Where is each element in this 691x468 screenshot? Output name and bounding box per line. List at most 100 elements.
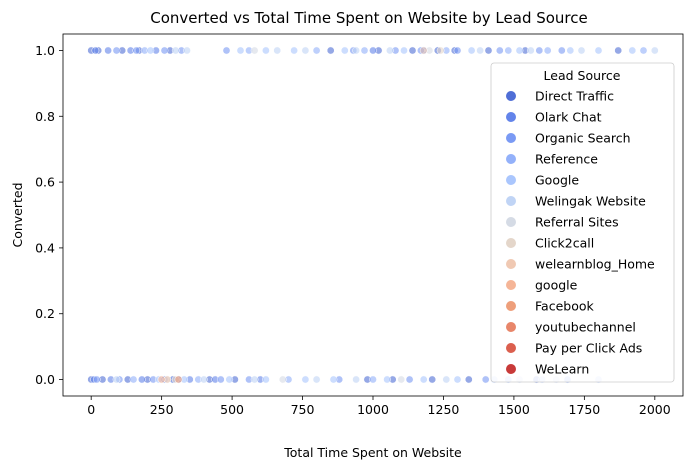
data-point [312, 46, 321, 55]
legend-label: welearnblog_Home [535, 257, 655, 272]
data-point [419, 46, 428, 55]
data-point [557, 46, 566, 55]
legend-label: WeLearn [535, 362, 589, 377]
data-point [628, 46, 637, 55]
data-point [386, 46, 394, 55]
legend-label: Pay per Click Ads [535, 341, 642, 356]
x-tick-label: 1750 [568, 402, 600, 417]
legend-label: youtubechannel [535, 320, 636, 335]
data-point [200, 375, 208, 384]
x-axis-ticks: 0 250 500 750 1000 1250 1500 1750 2000 [87, 396, 671, 417]
legend-label: Welingak Website [535, 194, 646, 209]
chart-title: Converted vs Total Time Spent on Website… [150, 9, 588, 27]
data-point [216, 375, 225, 384]
legend-label: Google [535, 173, 579, 188]
data-point [104, 46, 112, 55]
data-point [112, 375, 121, 384]
data-point [329, 375, 338, 384]
legend-label: Click2call [535, 236, 594, 251]
data-point [174, 375, 183, 384]
legend-marker [506, 112, 516, 122]
x-tick-label: 1250 [428, 402, 460, 417]
data-point [369, 375, 377, 384]
data-point [484, 46, 493, 55]
data-point [301, 46, 310, 55]
data-point [383, 375, 391, 384]
legend-items: Direct Traffic Olark Chat Organic Search Re… [506, 89, 655, 377]
legend-marker [506, 154, 516, 164]
legend-label: Organic Search [535, 131, 631, 146]
y-tick-label: 0.8 [35, 109, 55, 124]
data-point [146, 46, 155, 55]
data-point [312, 375, 321, 384]
legend-marker [506, 196, 516, 206]
x-tick-label: 750 [291, 402, 315, 417]
data-point [352, 375, 360, 384]
data-point [262, 375, 270, 384]
data-point [405, 375, 414, 384]
data-point [250, 46, 259, 55]
data-point [453, 46, 462, 55]
x-tick-label: 250 [150, 402, 174, 417]
data-point [453, 375, 462, 384]
data-point [400, 46, 408, 55]
data-point [360, 46, 369, 55]
data-point [436, 46, 445, 55]
data-point [639, 46, 648, 55]
data-point [442, 375, 451, 384]
legend-box [490, 62, 675, 383]
data-point [504, 46, 513, 55]
data-point [222, 46, 231, 55]
y-tick-label: 0.6 [35, 175, 55, 190]
data-point [138, 375, 146, 384]
legend-marker [506, 238, 516, 248]
data-point [369, 46, 377, 55]
y-tick-label: 0.2 [35, 306, 55, 321]
data-point [408, 46, 417, 55]
data-point [129, 375, 138, 384]
x-tick-label: 500 [220, 402, 244, 417]
y-tick-label: 0.0 [35, 372, 55, 387]
data-point [91, 46, 100, 55]
data-point [326, 46, 335, 55]
legend-title: Lead Source [544, 68, 621, 83]
data-point [262, 46, 270, 55]
data-point [594, 46, 603, 55]
legend-marker [506, 133, 516, 143]
x-tick-label: 2000 [639, 402, 671, 417]
legend-marker [506, 301, 516, 311]
data-point [526, 46, 535, 55]
legend-marker [506, 280, 516, 290]
data-point [476, 46, 484, 55]
legend-marker [506, 91, 516, 101]
legend-label: Facebook [535, 299, 594, 314]
data-point [278, 375, 287, 384]
data-point [352, 46, 360, 55]
data-point [225, 375, 234, 384]
data-point [650, 46, 659, 55]
legend-marker [506, 322, 516, 332]
data-point [183, 46, 191, 55]
data-point [290, 46, 298, 55]
data-point [171, 46, 180, 55]
y-axis-label: Converted [10, 182, 25, 247]
data-point [515, 46, 524, 55]
legend-label: Referral Sites [535, 215, 619, 230]
legend-label: google [535, 278, 578, 293]
data-point [301, 375, 310, 384]
data-point [481, 375, 490, 384]
legend-label: Reference [535, 152, 598, 167]
data-point [543, 46, 552, 55]
y-tick-label: 0.4 [35, 240, 55, 255]
x-tick-label: 0 [87, 402, 95, 417]
data-point [419, 375, 428, 384]
x-tick-label: 1500 [498, 402, 530, 417]
data-point [566, 46, 575, 55]
legend-marker [506, 259, 516, 269]
x-tick-label: 1000 [357, 402, 389, 417]
data-point [464, 375, 473, 384]
legend-label: Direct Traffic [535, 89, 614, 104]
data-point [236, 46, 245, 55]
y-tick-label: 1.0 [35, 43, 55, 58]
